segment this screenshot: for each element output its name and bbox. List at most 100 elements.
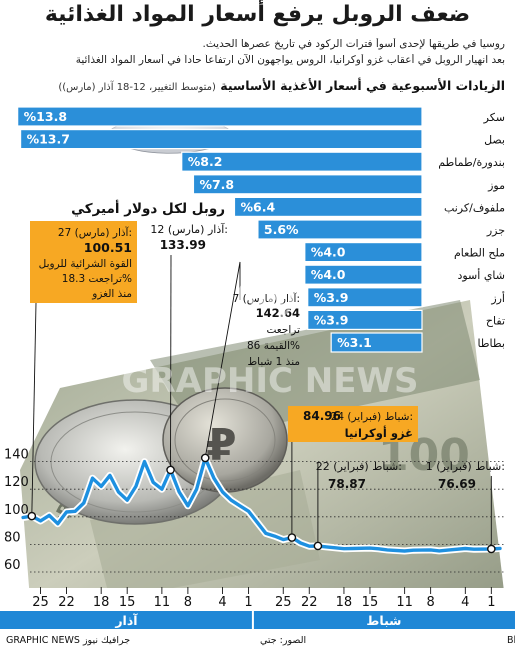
bar-value-label: %4.0 — [311, 245, 346, 260]
peak-value: 133.99 — [160, 238, 206, 252]
mar27-text-1: القوة الشرائية للروبل — [39, 258, 132, 270]
mar7-marker — [200, 453, 210, 463]
bar — [304, 242, 423, 263]
watermark: GN GRAPHIC NEWS — [122, 268, 419, 401]
bar-category-label: أرز — [490, 291, 505, 305]
line-path — [21, 456, 502, 553]
mar7-label: 7 آذار (مارس): — [233, 292, 300, 305]
march-band — [0, 611, 252, 629]
bar-category-label: تفاح — [486, 314, 505, 327]
bar-category-label: بندورة/طماطم — [438, 156, 505, 169]
x-axis-bg — [0, 588, 515, 610]
mar27-leader — [31, 302, 37, 517]
x-tick-label: 22 — [301, 595, 318, 610]
bar-value-label: 5.6% — [264, 222, 299, 237]
x-tick-label: 1 — [244, 595, 252, 610]
x-tick-label: 4 — [461, 595, 469, 610]
bar — [192, 174, 423, 195]
feb1-label: 1 شباط (فبراير): — [426, 460, 505, 473]
x-tick-label: 8 — [184, 595, 192, 610]
bar — [181, 151, 423, 172]
bar — [257, 219, 423, 240]
feb22-value: 78.87 — [328, 477, 366, 491]
bar — [233, 196, 423, 217]
y-tick-label: 120 — [4, 475, 29, 490]
bar — [330, 332, 423, 353]
mar7-text-3: منذ 1 شباط — [247, 356, 300, 368]
x-tick-label: 18 — [93, 595, 110, 610]
y-tick-label: 60 — [4, 558, 21, 573]
x-tick-label: 11 — [154, 595, 171, 610]
line-series — [19, 454, 504, 555]
feb1-marker — [487, 544, 496, 554]
x-tick-label: 25 — [275, 595, 292, 610]
mar7-text-1: تراجعت — [267, 324, 301, 336]
x-tick-label: 15 — [362, 595, 379, 610]
mar27-text-2: تراجعت 18.3% — [62, 273, 132, 285]
line-chart-title: روبل لكل دولار أميركي — [71, 200, 225, 217]
bar-value-label: %4.0 — [311, 267, 346, 282]
bar-category-label: بصل — [484, 134, 505, 147]
feb22-label: 22 شباط (فبراير): — [316, 460, 402, 473]
bar-category-label: شاي أسود — [457, 268, 505, 282]
bar-category-label: ملفوف/كرنب — [444, 201, 505, 214]
feb24-box — [288, 406, 418, 442]
watermark-emblem — [238, 268, 294, 324]
bar-value-label: %3.9 — [314, 290, 349, 305]
mar7-text-2: القيمة 86% — [247, 340, 300, 352]
peak-label: 12 آذار (مارس): — [150, 222, 228, 236]
bar-value-label: %13.8 — [24, 109, 67, 124]
bar-chart-note: (متوسط التغيير، 12-18 آذار (مارس)) — [58, 82, 216, 93]
x-tick-label: 25 — [32, 595, 49, 610]
bar-value-label: %8.2 — [188, 154, 223, 169]
x-tick-label: 18 — [336, 595, 353, 610]
bar — [17, 106, 423, 127]
mar27-box — [30, 221, 137, 303]
bar-category-label: موز — [487, 179, 505, 192]
bar — [307, 287, 423, 308]
feb1-value: 76.69 — [438, 477, 476, 491]
timeline-band: 1 4 8 11 15 18 22 25 1 4 8 11 15 18 22 25 آذار شباط المصدر… — [0, 587, 515, 646]
bar-chart-heading: الزيادات الأسبوعية في أسعار الأغذية الأس… — [10, 78, 505, 93]
subtitle-line-1: روسيا في طريقها لإحدى أسوأ فترات الركود … — [202, 38, 505, 50]
feb24-label: 24 شباط (فبراير): — [331, 411, 413, 423]
bar-chart-title: الزيادات الأسبوعية في أسعار الأغذية الأس… — [220, 78, 505, 93]
peak-leader — [170, 254, 172, 470]
peak-marker — [166, 465, 175, 475]
y-tick-label: 80 — [4, 530, 21, 545]
bar-category-label: جزر — [486, 224, 505, 237]
x-tick-label: 1 — [487, 595, 495, 610]
bar-category-label: بطاطا — [477, 337, 505, 350]
mar27-label: 27 آذار (مارس): — [58, 226, 132, 239]
x-tick-label: 8 — [426, 595, 434, 610]
x-tick-label: 15 — [119, 595, 136, 610]
bar-value-label: %3.1 — [337, 335, 372, 350]
svg-text:₽: ₽ — [206, 420, 237, 471]
x-tick-label: 11 — [396, 595, 413, 610]
feb22-marker — [313, 541, 323, 551]
photo-credit: الصور: جتي — [260, 635, 306, 646]
feb24-marker — [287, 533, 297, 542]
february-band — [253, 611, 515, 629]
watermark-emblem-letters: GN — [246, 283, 286, 311]
bar — [304, 264, 423, 285]
line-annotations: 27 آذار (مارس):100.51 القوة الشرائية للرو… — [27, 221, 505, 554]
bar — [307, 309, 423, 330]
bar-value-label: %6.4 — [240, 199, 275, 214]
bar-category-label: ملح الطعام — [454, 247, 505, 260]
subtitle-line-2: بعد انهيار الروبل في أعقاب غزو أوكرانيا،… — [75, 54, 505, 66]
bar — [19, 129, 423, 150]
mar27-text-3: منذ الغزو — [91, 288, 132, 300]
brand-credit: GRAPHIC NEWS جرافيك نيوز — [6, 635, 130, 646]
page-title: ضعف الروبل يرفع أسعار المواد الغذائية — [44, 2, 471, 27]
source-credit: المصدر: Bloomberg, Rosstat Statistics Se… — [507, 635, 515, 646]
x-tick-label: 22 — [58, 595, 75, 610]
bar-value-label: %7.8 — [199, 177, 234, 192]
watermark-text: GRAPHIC NEWS — [122, 361, 419, 401]
march-label: آذار — [114, 613, 138, 628]
bar-category-label: سكر — [483, 111, 505, 124]
mar27-value: 100.51 — [84, 240, 132, 255]
x-tick-label: 4 — [218, 595, 226, 610]
bar-value-label: %3.9 — [314, 312, 349, 327]
